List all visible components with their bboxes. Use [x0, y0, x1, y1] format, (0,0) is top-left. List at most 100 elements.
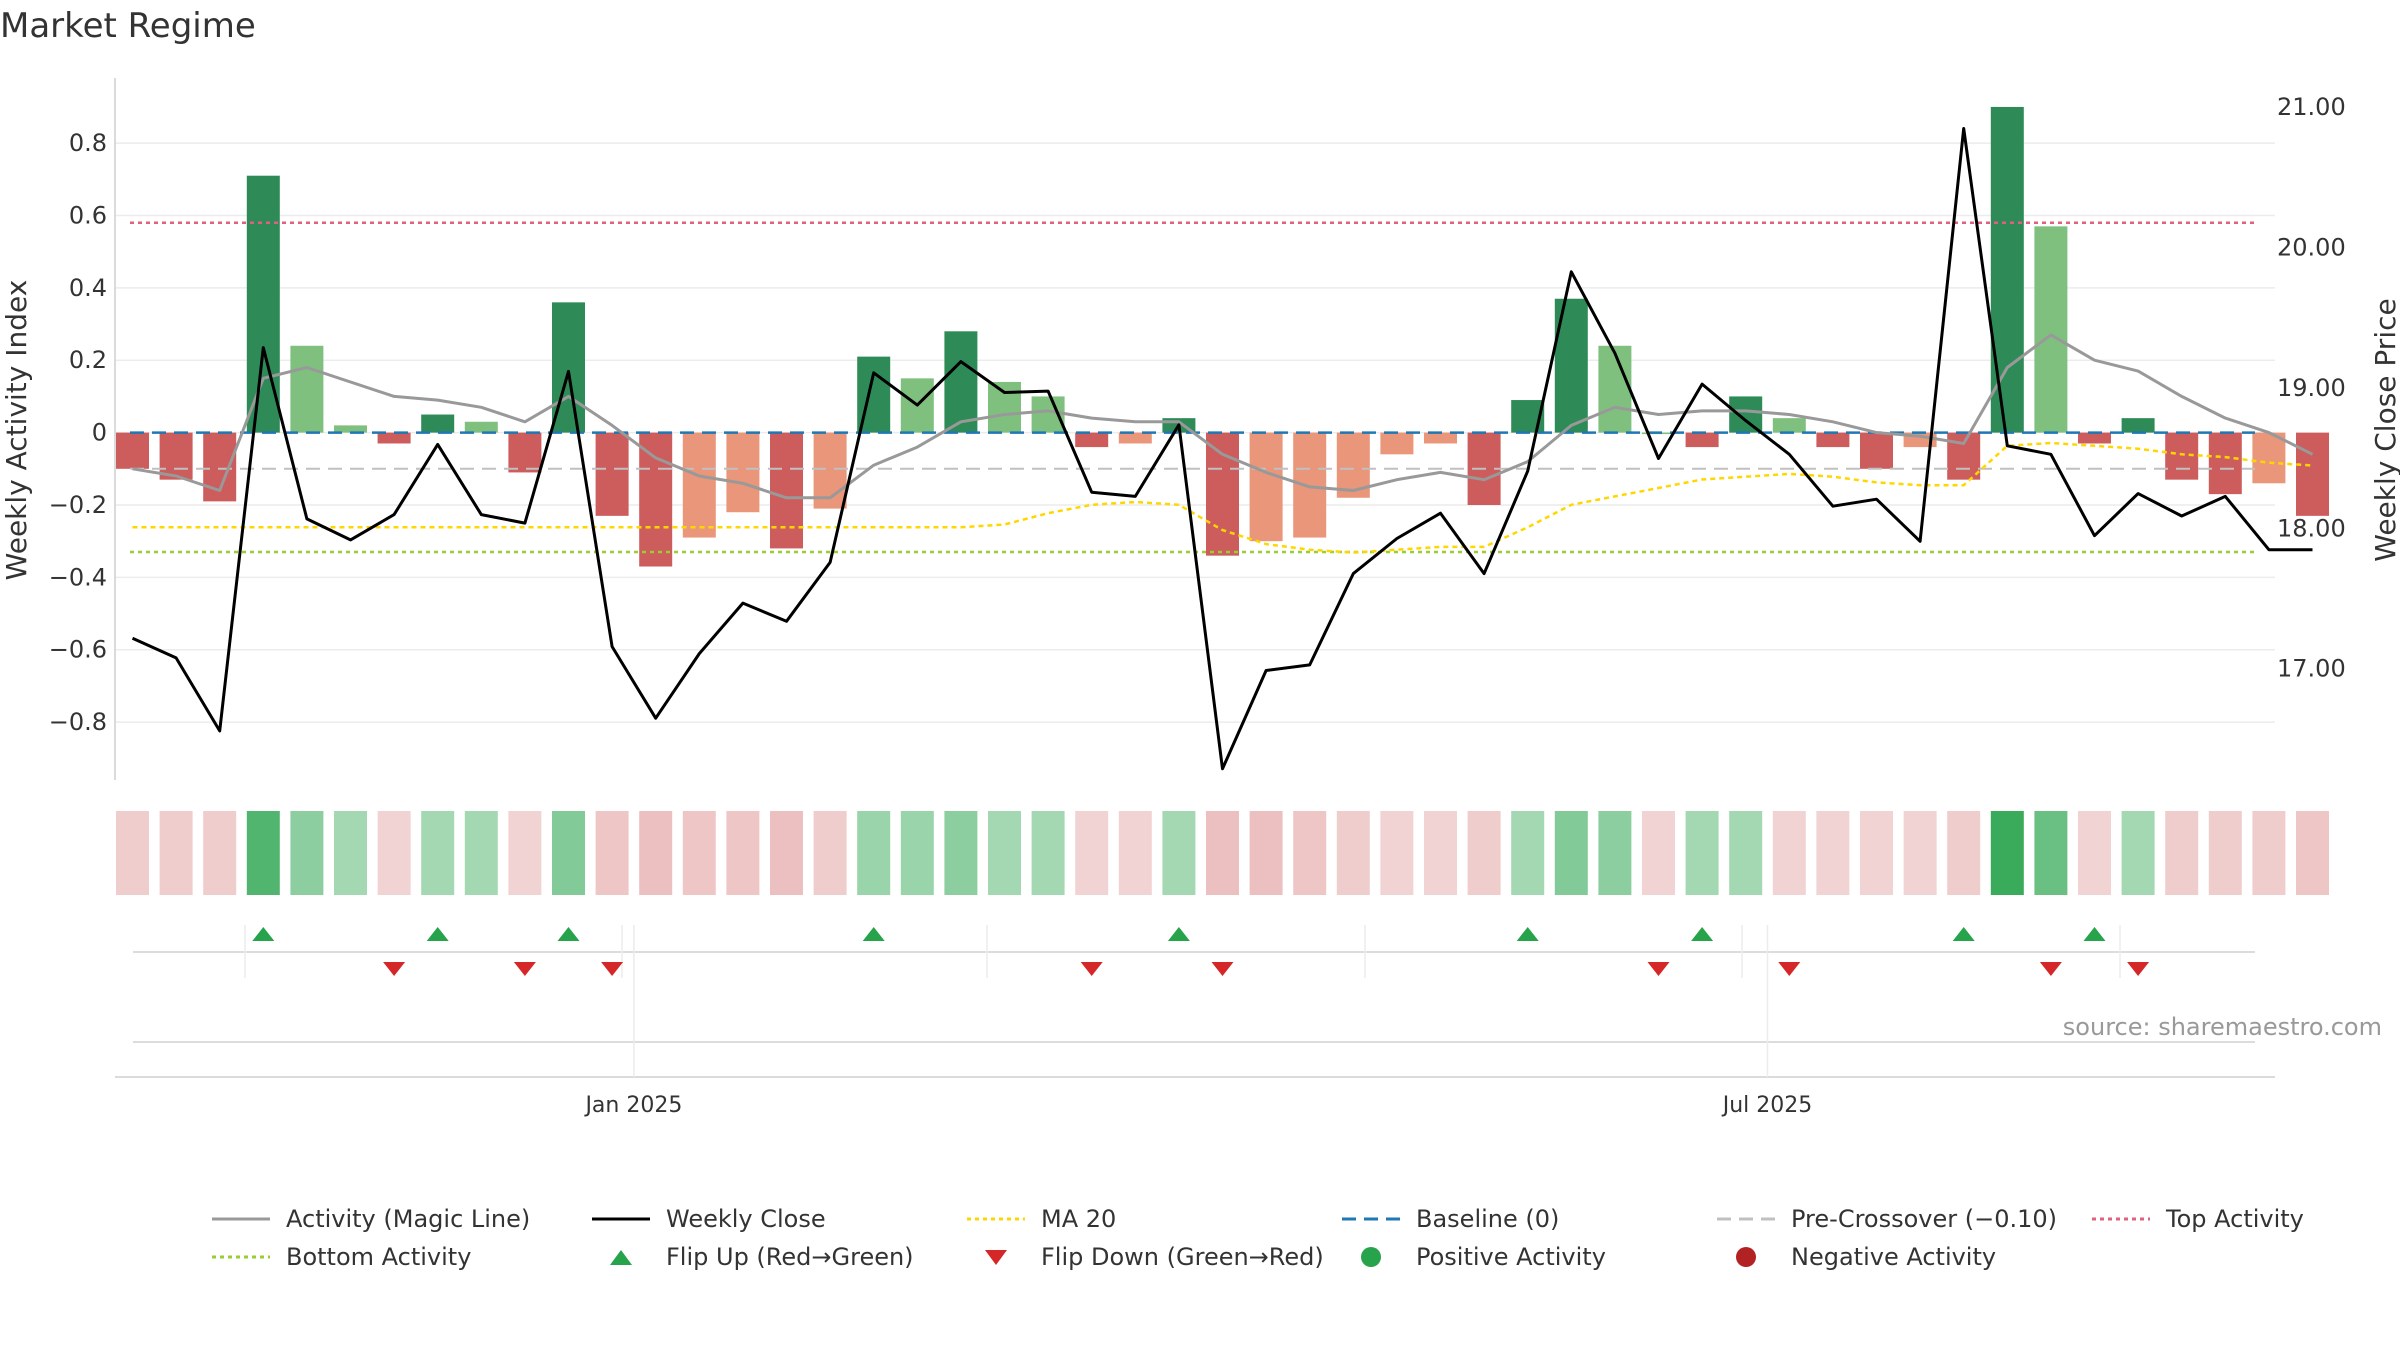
flip-down-marker — [383, 962, 406, 976]
flip-up-marker — [1167, 927, 1190, 941]
heat-cell — [1947, 811, 1981, 895]
activity-bar — [1118, 432, 1152, 444]
y-tick-label: −0.6 — [49, 636, 107, 664]
activity-bar — [290, 345, 324, 433]
heat-cell — [988, 811, 1021, 895]
x-tick-label: Jan 2025 — [583, 1093, 682, 1118]
legend-item: Bottom Activity — [210, 1243, 471, 1271]
flip-up-marker — [1516, 927, 1539, 941]
heat-cell — [1293, 811, 1327, 895]
legend-label: MA 20 — [1041, 1205, 1117, 1233]
heat-cell — [770, 811, 803, 895]
legend-item: Activity (Magic Line) — [210, 1205, 530, 1233]
flip-down-marker — [1778, 962, 1801, 976]
flip-up-marker — [1952, 927, 1975, 941]
legend-label: Positive Activity — [1416, 1243, 1606, 1271]
activity-bar — [2252, 432, 2286, 484]
flip-up-marker — [426, 927, 449, 941]
activity-bar — [2121, 418, 2155, 433]
heat-cell — [1772, 811, 1806, 895]
heat-cell — [944, 811, 978, 895]
legend-label: Activity (Magic Line) — [286, 1205, 531, 1233]
y2-tick-label: 20.00 — [2277, 233, 2346, 261]
legend-symbol — [212, 1255, 270, 1259]
activity-bar — [116, 432, 149, 469]
weekly-close-line — [131, 127, 2313, 771]
y-axis-label: Weekly Activity Index — [0, 280, 33, 581]
heat-cell — [1336, 811, 1370, 895]
activity-bar — [1685, 432, 1719, 448]
heat-cell — [1860, 811, 1893, 895]
activity-bar — [334, 425, 367, 433]
activity-bar — [2078, 432, 2111, 444]
legend-symbol — [592, 1217, 650, 1221]
heat-cell — [1642, 811, 1675, 895]
activity-bar — [1990, 106, 2024, 433]
legend-label: Negative Activity — [1791, 1243, 1997, 1271]
heat-cell — [1031, 811, 1065, 895]
heat-cell — [464, 811, 498, 895]
heat-cell — [1511, 811, 1545, 895]
legend-item: Baseline (0) — [1340, 1205, 1559, 1233]
activity-bar — [1772, 418, 1806, 433]
activity-bar — [1816, 432, 1850, 448]
legend-symbol — [1717, 1217, 1775, 1221]
legend-symbol — [967, 1217, 1025, 1221]
heat-cell — [421, 811, 455, 895]
heat-cell — [1685, 811, 1719, 895]
y2-tick-label: 18.00 — [2277, 514, 2346, 542]
heat-cell — [2296, 811, 2329, 895]
chart-legend: Activity (Magic Line) Weekly Close MA 20 Ba… — [210, 1205, 2360, 1285]
heat-cell — [1598, 811, 1632, 895]
heat-cell — [857, 811, 891, 895]
flip-up-marker — [862, 927, 885, 941]
flip-up-marker — [1691, 927, 1714, 941]
legend-label: Top Activity — [2166, 1205, 2304, 1233]
activity-bar — [988, 381, 1021, 433]
heat-cell — [2034, 811, 2068, 895]
flip-down-marker — [1647, 962, 1670, 976]
heat-cell — [2121, 811, 2155, 895]
heat-cell — [508, 811, 542, 895]
heat-cell — [1467, 811, 1501, 895]
y-tick-label: 0.8 — [69, 129, 107, 157]
flip-down-marker — [1080, 962, 1103, 976]
activity-bar — [1424, 432, 1457, 444]
legend-symbol — [2092, 1217, 2150, 1221]
activity-bar — [159, 432, 193, 480]
heat-cell — [159, 811, 193, 895]
legend-symbol — [985, 1250, 1007, 1265]
flip-up-marker — [2083, 927, 2106, 941]
heat-cell — [1249, 811, 1283, 895]
activity-bar — [2208, 432, 2242, 495]
activity-bar — [1293, 432, 1327, 538]
legend-symbol — [1361, 1247, 1381, 1267]
legend-item: Top Activity — [2090, 1205, 2304, 1233]
heat-cell — [1424, 811, 1457, 895]
heat-cell — [2252, 811, 2286, 895]
heat-cell — [1554, 811, 1588, 895]
activity-bar — [1075, 432, 1109, 448]
activity-bar — [508, 432, 542, 473]
activity-bar — [770, 432, 803, 549]
ma20-line — [132, 441, 2313, 554]
heat-cell — [682, 811, 716, 895]
activity-bar — [1860, 432, 1893, 469]
activity-bar — [377, 432, 411, 444]
legend-item: Weekly Close — [590, 1205, 826, 1233]
legend-label: Baseline (0) — [1416, 1205, 1560, 1233]
flip-down-marker — [1211, 962, 1234, 976]
heat-cell — [552, 811, 585, 895]
legend-item: Flip Up (Red→Green) — [590, 1243, 914, 1271]
heat-cell — [1903, 811, 1937, 895]
y2-tick-label: 17.00 — [2277, 655, 2346, 683]
flip-up-marker — [557, 927, 580, 941]
activity-bar — [421, 414, 455, 433]
chart-title: Market Regime — [0, 6, 256, 46]
legend-label: Pre-Crossover (−0.10) — [1791, 1205, 2058, 1233]
activity-bar — [1729, 396, 1763, 433]
heat-cell — [1380, 811, 1414, 895]
y-tick-label: 0 — [92, 419, 107, 447]
heat-cell — [1729, 811, 1763, 895]
y2-axis-label: Weekly Close Price — [2369, 298, 2400, 561]
